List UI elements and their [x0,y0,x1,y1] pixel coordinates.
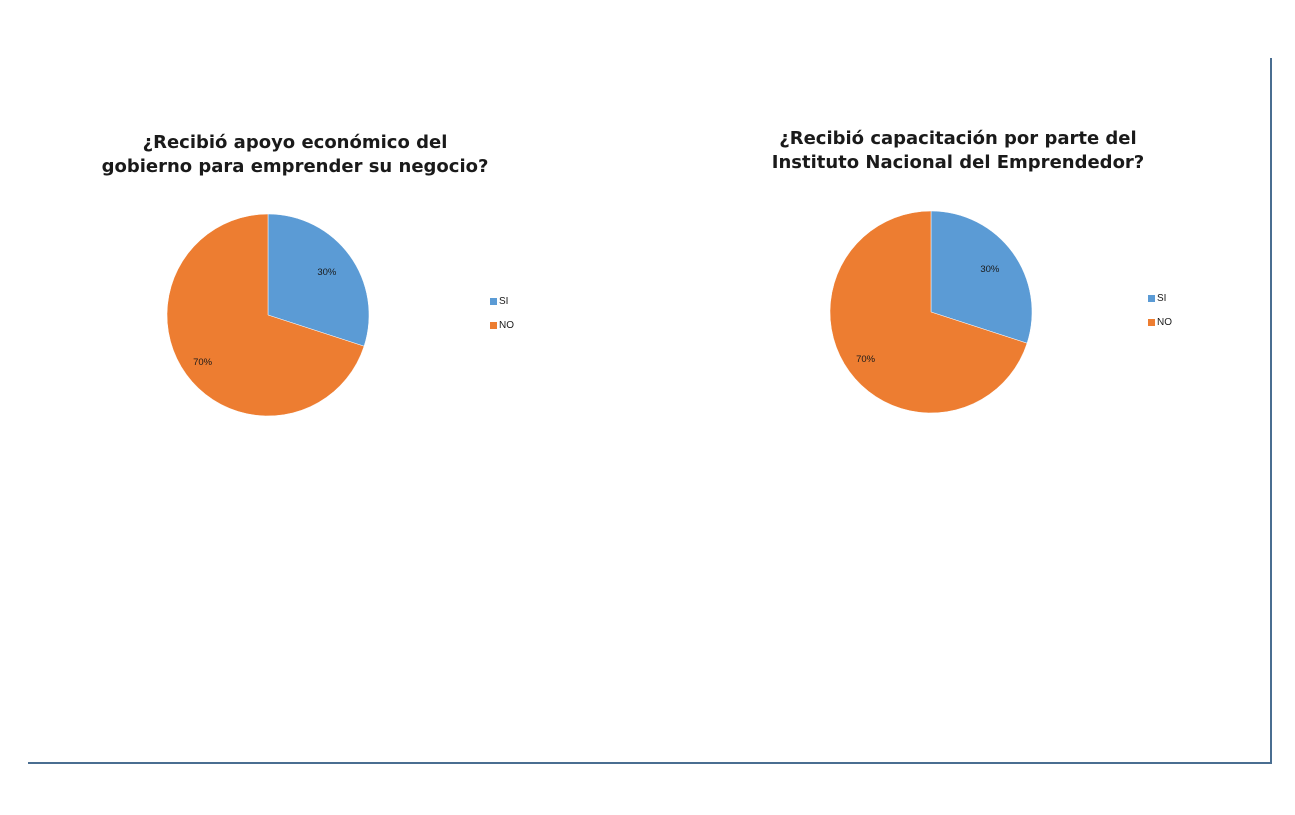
chart-1-title-line-1: ¿Recibió apoyo económico del [142,132,448,153]
chart-2-title-line-1: ¿Recibió capacitación por parte del [779,128,1137,149]
chart-2-pie: 30% 70% [829,210,1033,414]
chart-1-legend-item-si: SI [490,295,514,307]
chart-1-data-label-si: 30% [317,267,337,278]
chart-2-legend-item-si: SI [1148,292,1172,304]
chart-2-title-line-2: Instituto Nacional del Emprendedor? [771,152,1145,173]
chart-1-slice-si [267,213,370,347]
chart-2-legend-label-no: NO [1157,316,1172,328]
chart-2-slice-si [930,210,1033,344]
chart-2-slice-no [829,210,1028,414]
frame-bottom-border [28,762,1272,764]
chart-1-legend-label-no: NO [499,319,514,331]
frame-right-border [1270,58,1272,764]
chart-1-legend-swatch-si [490,297,497,305]
chart-2-data-label-no: 70% [856,354,876,365]
chart-1-legend-label-si: SI [499,295,509,307]
chart-2-legend-item-no: NO [1148,316,1172,328]
chart-1-legend: SI NO [490,295,514,343]
chart-1-slice-no [166,213,365,417]
chart-2-legend-swatch-si [1148,294,1155,302]
chart-1-legend-item-no: NO [490,319,514,331]
chart-1-pie: 30% 70% [166,213,370,417]
chart-1-legend-swatch-no [490,321,497,329]
chart-2-legend-label-si: SI [1157,292,1167,304]
chart-2-legend-swatch-no [1148,318,1155,326]
chart-2-legend: SI NO [1148,292,1172,340]
chart-1-title-line-2: gobierno para emprender su negocio? [101,156,489,177]
chart-1-data-label-no: 70% [193,357,213,368]
chart-2-title: ¿Recibió capacitación por parte del Inst… [708,127,1208,175]
chart-1-title: ¿Recibió apoyo económico del gobierno pa… [45,131,545,179]
chart-2-data-label-si: 30% [980,264,1000,275]
